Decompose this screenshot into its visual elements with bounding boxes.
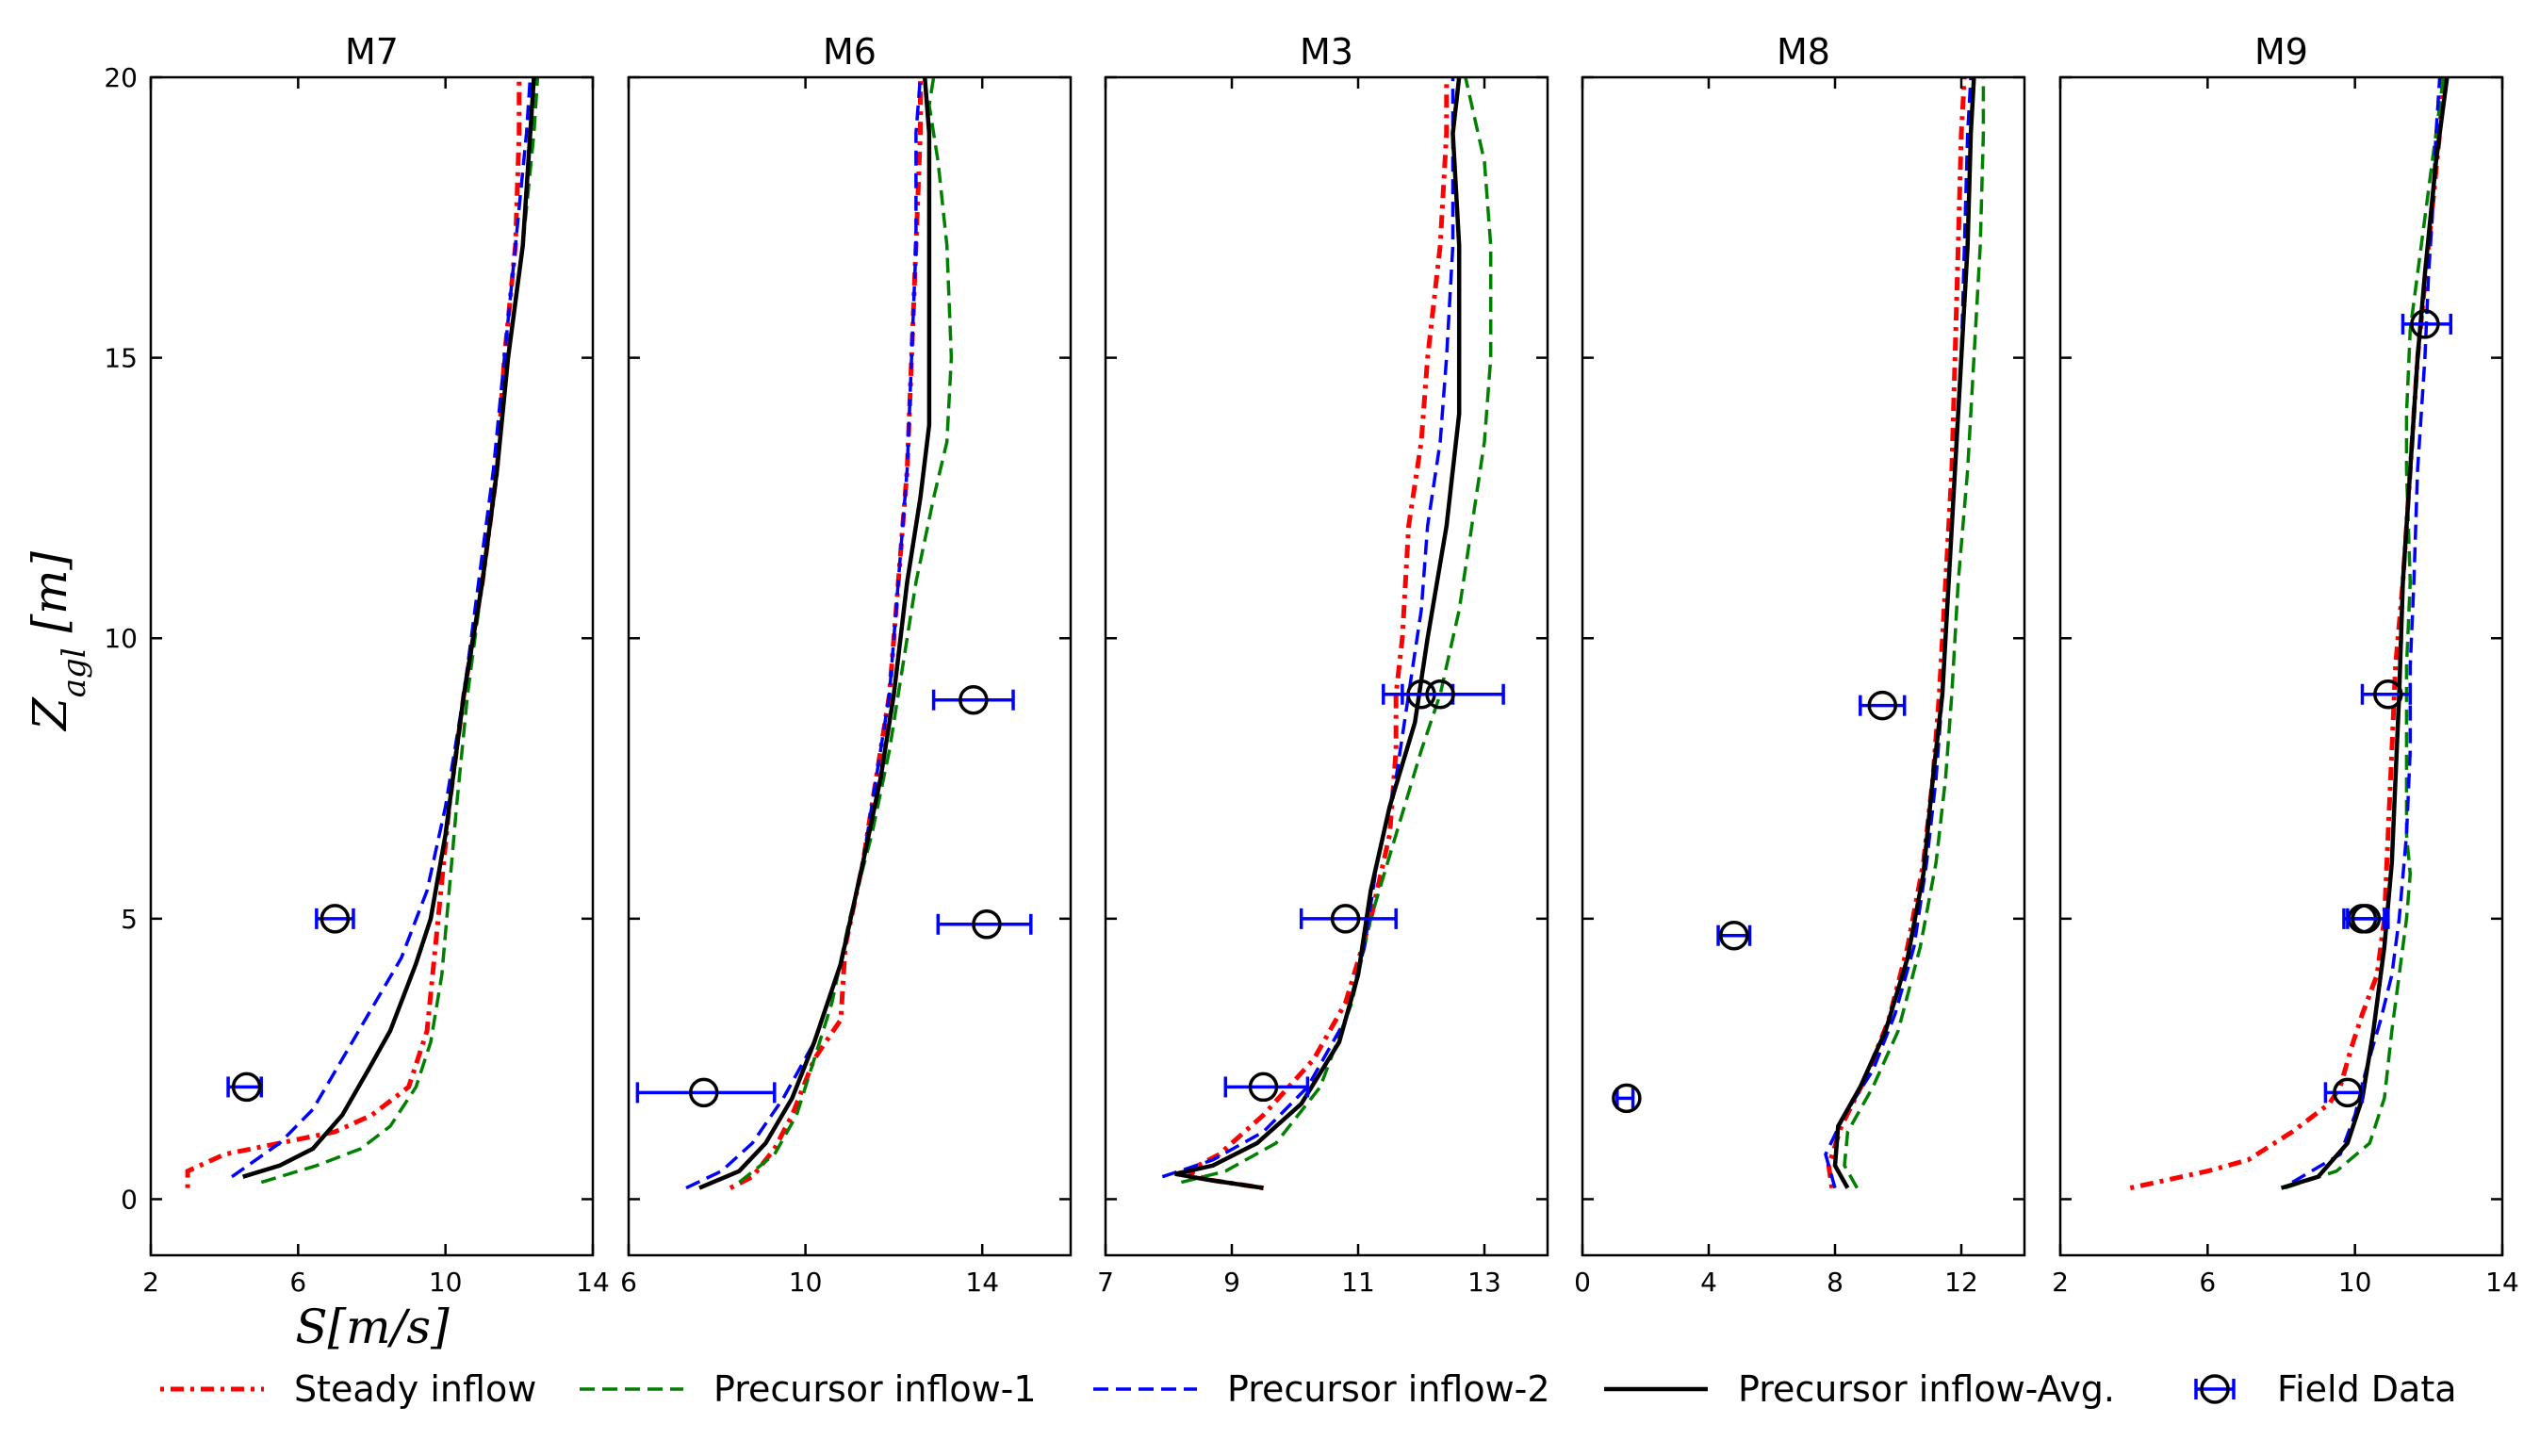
legend-item-p1: Precursor inflow-1 <box>580 1368 1037 1410</box>
legend-label: Field Data <box>2277 1368 2457 1410</box>
y-tick-label: 15 <box>104 343 138 374</box>
panels-group: 2 6 10 14 0 5 10 15 20 M7 6 10 14 M6 7 9 11 13 M3 0 4 8 12 M8 2 6… <box>104 31 2518 1298</box>
series-line-steady <box>729 77 923 1190</box>
x-tick-label: 0 <box>1574 1267 1591 1298</box>
legend-item-field: Field Data <box>2194 1368 2457 1410</box>
series-line-steady <box>1182 77 1450 1191</box>
x-tick-label: 12 <box>1944 1267 1978 1298</box>
x-tick-label: 2 <box>2052 1267 2069 1298</box>
series-line-p2 <box>1824 77 1973 1189</box>
series-lines <box>185 77 540 1188</box>
series-line-p2 <box>2291 77 2442 1185</box>
series-line-p1 <box>1180 77 1493 1185</box>
legend-item-steady: Steady inflow <box>160 1368 536 1410</box>
field-data-points <box>635 684 1033 1108</box>
series-line-avg <box>698 77 932 1190</box>
panel-m7: 2 6 10 14 0 5 10 15 20 M7 <box>104 31 609 1298</box>
x-tick-label: 11 <box>1341 1267 1375 1298</box>
x-tick-label: 14 <box>576 1267 610 1298</box>
x-axis-label: S[m/s] <box>295 1300 450 1354</box>
axes-frame <box>149 75 595 1257</box>
field-data-points <box>1612 690 1907 1114</box>
legend: Steady inflow Precursor inflow-1 Precursor… <box>160 1368 2457 1410</box>
axes-frame <box>2058 75 2504 1257</box>
x-tick-label: 6 <box>620 1267 637 1298</box>
x-tick-label: 4 <box>1700 1267 1717 1298</box>
panel-m3: 7 9 11 13 M3 <box>1097 31 1549 1298</box>
x-tick-label: 14 <box>965 1267 999 1298</box>
x-tick-label: 9 <box>1223 1267 1240 1298</box>
series-line-steady <box>185 77 522 1188</box>
series-line-avg <box>242 77 536 1179</box>
series-lines <box>2129 77 2450 1191</box>
panel-title: M7 <box>345 31 399 73</box>
field-data-marker <box>2351 904 2382 934</box>
field-data-marker <box>688 1077 719 1108</box>
field-data-points <box>226 904 355 1103</box>
field-data-marker <box>1330 904 1361 934</box>
field-data-marker <box>972 909 1002 940</box>
series-lines <box>685 77 954 1190</box>
series-line-p1 <box>738 77 954 1184</box>
y-axis-label: Zagl [m] <box>23 551 93 732</box>
x-tick-label: 10 <box>2338 1267 2372 1298</box>
field-data-marker <box>1425 679 1455 710</box>
field-data-points <box>2323 309 2453 1108</box>
series-line-steady <box>2129 77 2446 1191</box>
field-data-marker <box>959 684 989 715</box>
legend-swatch-marker <box>2200 1374 2230 1404</box>
series-line-p2 <box>1161 77 1455 1179</box>
field-data-marker <box>2410 309 2440 339</box>
legend-item-p2: Precursor inflow-2 <box>1093 1368 1550 1410</box>
series-line-avg <box>1174 77 1462 1190</box>
x-tick-label: 6 <box>289 1267 306 1298</box>
panel-title: M6 <box>823 31 877 73</box>
x-tick-label: 10 <box>429 1267 463 1298</box>
x-tick-label: 6 <box>2199 1267 2216 1298</box>
series-line-avg <box>1832 77 1976 1189</box>
field-data-marker <box>1612 1083 1642 1114</box>
y-tick-label: 0 <box>121 1184 138 1215</box>
panel-m8: 0 4 8 12 M8 <box>1574 31 2026 1298</box>
panel-title: M9 <box>2254 31 2308 73</box>
series-line-p1 <box>1843 77 1986 1189</box>
field-data-points <box>1223 679 1505 1103</box>
series-lines <box>1161 77 1493 1191</box>
panel-title: M3 <box>1300 31 1353 73</box>
field-data-marker <box>2373 679 2403 710</box>
field-data-marker <box>1719 920 1749 951</box>
x-tick-label: 13 <box>1467 1267 1501 1298</box>
axes-frame <box>1104 75 1549 1257</box>
series-lines <box>1824 77 1986 1189</box>
legend-label: Precursor inflow-1 <box>713 1368 1037 1410</box>
legend-item-avg: Precursor inflow-Avg. <box>1604 1368 2115 1410</box>
y-tick-label: 10 <box>104 623 138 654</box>
panel-title: M8 <box>1777 31 1830 73</box>
field-data-marker <box>1867 690 1897 721</box>
series-line-p1 <box>2284 77 2446 1190</box>
legend-label: Steady inflow <box>294 1368 536 1410</box>
series-line-avg <box>2280 77 2450 1190</box>
axes-frame <box>627 75 1073 1257</box>
y-tick-label: 5 <box>121 904 138 935</box>
x-tick-label: 2 <box>142 1267 159 1298</box>
x-tick-label: 7 <box>1097 1267 1114 1298</box>
field-data-marker <box>231 1072 262 1103</box>
field-data-marker <box>320 904 351 934</box>
series-line-p2 <box>230 77 533 1179</box>
panel-m6: 6 10 14 M6 <box>620 31 1073 1298</box>
panel-m9: 2 6 10 14 M9 <box>2052 31 2519 1298</box>
axes-frame <box>1581 75 2026 1257</box>
field-data-marker <box>2333 1077 2363 1108</box>
field-data-marker <box>1248 1072 1279 1103</box>
series-line-p2 <box>685 77 923 1190</box>
x-tick-label: 10 <box>789 1267 823 1298</box>
y-tick-label: 20 <box>104 62 138 93</box>
series-line-p1 <box>260 77 540 1185</box>
legend-label: Precursor inflow-2 <box>1227 1368 1550 1410</box>
x-tick-label: 14 <box>2485 1267 2519 1298</box>
legend-label: Precursor inflow-Avg. <box>1738 1368 2115 1410</box>
x-tick-label: 8 <box>1827 1267 1844 1298</box>
